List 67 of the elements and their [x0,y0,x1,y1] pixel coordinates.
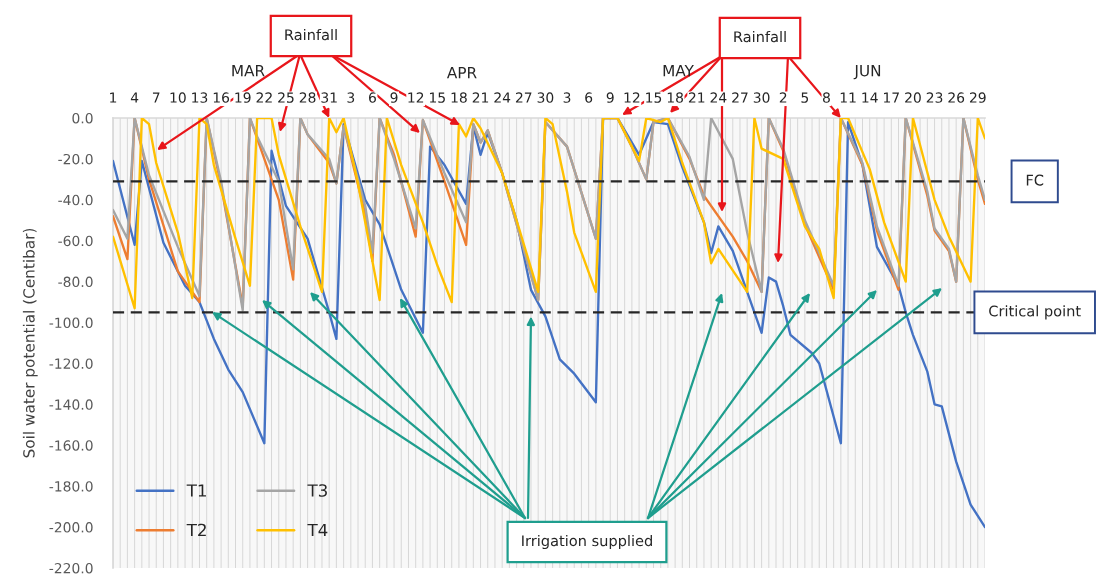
x-tick-label: 2 [779,92,787,103]
ref-line-label: Critical point [989,305,1081,320]
y-tick-label: -120.0 [49,358,93,369]
y-tick-label: -220.0 [49,562,93,574]
x-tick-label: 10 [170,92,186,103]
x-tick-label: 31 [321,92,337,103]
legend-label: T3 [307,484,327,497]
legend-label: T4 [307,523,328,537]
x-tick-label: 26 [948,92,965,103]
x-tick-label: 4 [130,92,139,103]
y-tick-label: -80.0 [58,276,93,288]
x-tick-label: 5 [801,92,809,103]
x-tick-label: 14 [862,92,878,103]
y-tick-label: -20.0 [58,153,93,165]
y-tick-label: -180.0 [49,481,93,492]
x-tick-label: 16 [213,92,230,103]
y-tick-label: -100.0 [49,317,93,329]
x-tick-label: 25 [278,92,294,103]
annotation: Rainfall [734,30,786,43]
y-tick-label: -160.0 [49,440,93,451]
text: APR [446,67,477,79]
x-tick-label: 18 [451,92,467,103]
x-tick-label: 29 [969,92,986,103]
x-tick-label: 8 [822,92,830,103]
x-tick-label: 9 [606,92,614,103]
text: MAR [232,65,265,77]
annotation: Rainfall [285,28,337,41]
y-tick-label: -40.0 [58,194,93,206]
y-tick-label: -140.0 [49,399,93,410]
x-tick-label: 13 [192,92,208,103]
x-tick-label: 7 [152,92,160,103]
x-tick-label: 6 [585,92,593,103]
x-tick-label: 22 [256,92,272,103]
text: JUN [853,65,881,80]
text: MAY [663,65,694,77]
x-tick-label: 12 [408,92,424,103]
x-tick-label: 27 [515,92,532,103]
x-tick-label: 15 [646,92,662,103]
annotation: Irrigation supplied [522,534,652,550]
x-tick-label: 3 [347,92,355,103]
x-tick-label: 9 [390,92,398,103]
x-tick-label: 21 [688,92,705,103]
x-tick-label: 24 [494,92,511,103]
x-tick-label: 28 [299,92,316,103]
x-tick-label: 3 [563,92,571,103]
y-tick-label: 0.0 [72,112,93,124]
legend-label: T1 [186,484,206,497]
x-tick-label: 11 [840,92,856,103]
x-tick-label: 30 [753,92,770,103]
x-tick-label: 1 [110,92,117,103]
y-axis-title: Soil water potential (Centibar) [22,228,38,458]
x-tick-label: 19 [235,92,251,103]
y-tick-label: -200.0 [49,522,93,533]
x-tick-label: 24 [710,92,727,103]
x-tick-label: 20 [905,92,921,103]
x-tick-label: 17 [884,92,899,103]
x-tick-label: 6 [368,92,376,103]
legend-label: T2 [186,523,206,537]
ref-line-label: FC [1026,174,1044,186]
x-tick-label: 27 [732,92,748,103]
x-tick-label: 23 [926,92,943,103]
x-tick-label: 18 [667,92,683,103]
x-tick-label: 15 [429,92,445,103]
x-tick-label: 30 [537,92,554,103]
x-tick-label: 21 [472,92,489,103]
y-tick-label: -60.0 [58,235,93,247]
x-tick-label: 12 [624,92,640,103]
